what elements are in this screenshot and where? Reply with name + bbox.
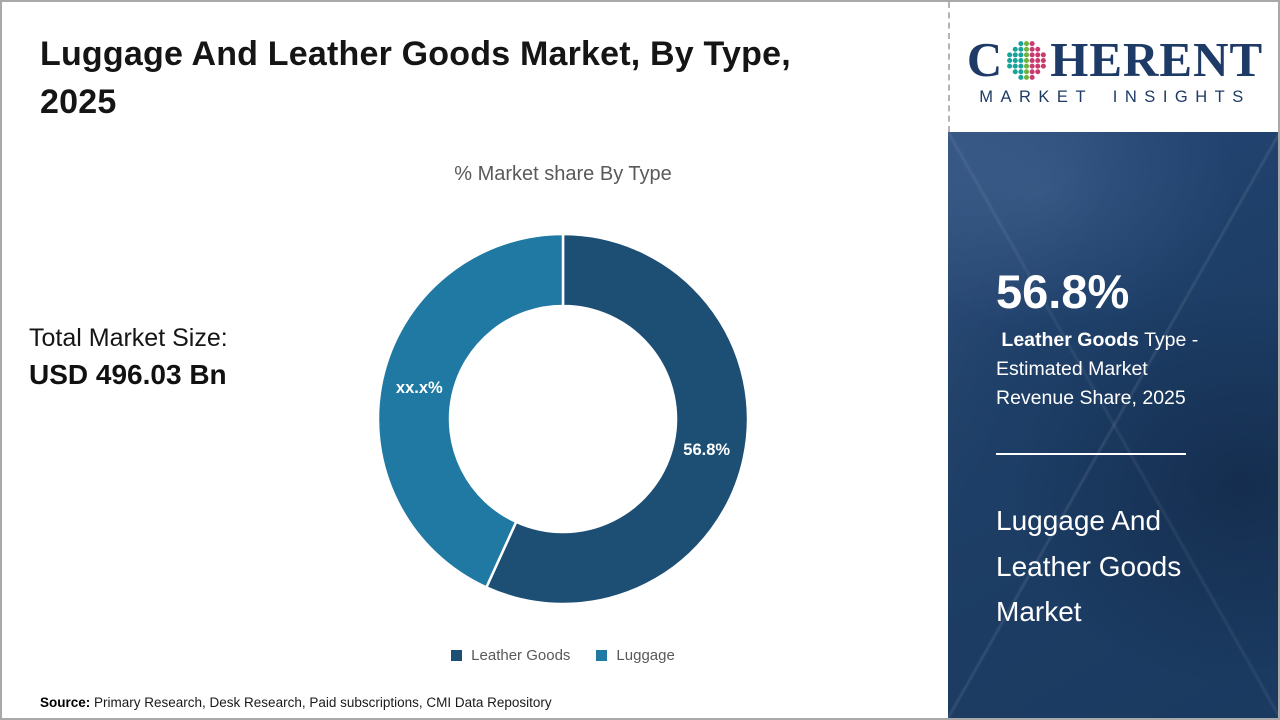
chart-legend: Leather Goods Luggage	[363, 647, 763, 664]
sidebar-stat-segment: Leather Goods	[996, 329, 1140, 351]
source-text: Primary Research, Desk Research, Paid su…	[90, 695, 552, 710]
coherent-globe-icon	[1007, 41, 1047, 80]
chart-title: % Market share By Type	[454, 163, 672, 185]
logo-area: C HERENT MARKET INSIGHTS	[948, 2, 1278, 132]
sidebar-stat-rest: Type - Estimated Market Revenue Share, 2…	[996, 329, 1199, 409]
page-title: Luggage And Leather Goods Market, By Typ…	[40, 30, 900, 126]
donut-slice-label: 56.8%	[683, 441, 730, 459]
source-label: Source:	[40, 695, 91, 710]
legend-label: Luggage	[616, 647, 675, 664]
highlight-sidebar: 56.8% Leather Goods Type - Estimated Mar…	[948, 132, 1278, 718]
total-market-size: Total Market Size: USD 496.03 Bn	[29, 324, 228, 391]
sidebar-stat-value: 56.8%	[996, 265, 1130, 318]
donut-chart: 56.8% xx.x%	[376, 232, 750, 606]
page-title-line1: Luggage And Leather Goods Market, By Typ…	[40, 35, 791, 73]
donut-slice-leather-goods	[484, 232, 750, 606]
legend-label: Leather Goods	[471, 647, 571, 664]
donut-slice-luggage	[376, 232, 565, 590]
legend-item-luggage: Luggage	[596, 647, 675, 664]
donut-slice-label: xx.x%	[396, 379, 443, 397]
logo-text-suffix: HERENT	[1050, 32, 1264, 87]
page-title-line2: 2025	[40, 83, 117, 121]
sidebar-stat-description: Leather Goods Type - Estimated Market Re…	[996, 326, 1214, 413]
total-market-size-label: Total Market Size:	[29, 324, 228, 352]
logo-text-prefix: C	[966, 32, 1004, 87]
total-market-size-value: USD 496.03 Bn	[29, 359, 227, 390]
source-line: Source: Primary Research, Desk Research,…	[40, 695, 552, 710]
donut-chart-container: 56.8% xx.x%	[363, 219, 763, 619]
legend-item-leather-goods: Leather Goods	[451, 647, 570, 664]
legend-swatch-leather-goods-icon	[451, 650, 463, 661]
legend-swatch-luggage-icon	[596, 650, 608, 661]
sidebar-divider	[996, 453, 1186, 455]
sidebar-market-name: Luggage And Leather Goods Market	[996, 505, 1182, 627]
coherent-logo: C HERENT	[967, 35, 1263, 84]
logo-subtitle: MARKET INSIGHTS	[979, 88, 1251, 106]
